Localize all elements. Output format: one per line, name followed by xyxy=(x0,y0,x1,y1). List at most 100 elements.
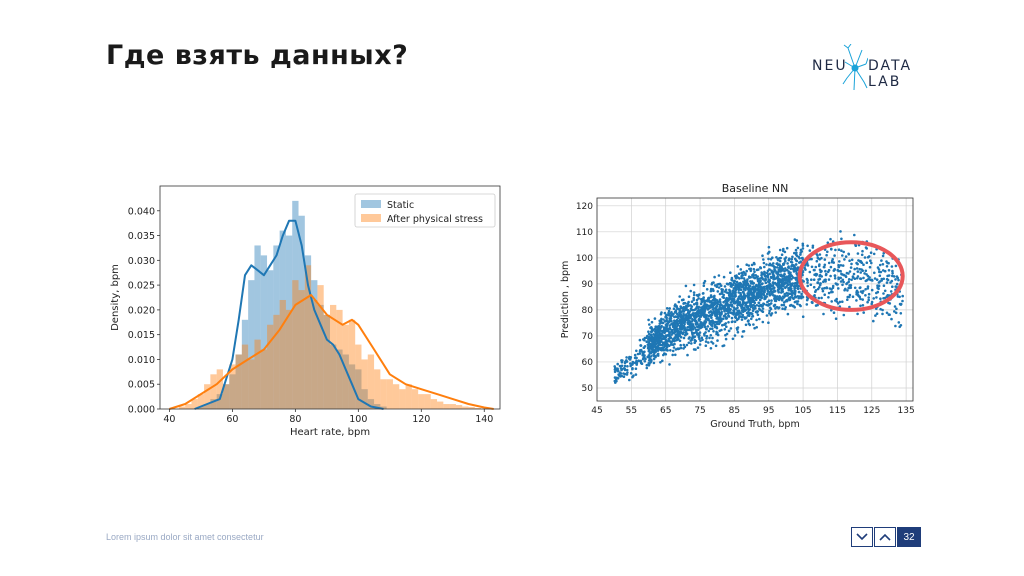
scatter-point xyxy=(667,333,671,336)
scatter-point xyxy=(694,319,698,323)
scatter-point xyxy=(674,335,678,339)
scatter-point xyxy=(897,321,901,324)
scatter-point xyxy=(711,324,714,328)
scatter-point xyxy=(780,299,784,302)
scatter-point xyxy=(840,272,843,276)
scatter-point xyxy=(772,270,775,273)
scatter-point xyxy=(745,286,748,290)
scatter-point xyxy=(665,307,669,310)
scatter-point xyxy=(671,324,675,327)
scatter-point xyxy=(894,264,898,268)
scatter-point xyxy=(839,280,843,283)
scatter-point xyxy=(791,255,794,259)
next-slide-button[interactable] xyxy=(874,527,896,547)
scatter-point xyxy=(763,289,766,292)
scatter-point xyxy=(879,297,882,300)
scatter-point xyxy=(849,286,853,289)
scatter-point xyxy=(880,277,883,281)
histogram-bar xyxy=(222,384,230,409)
scatter-point xyxy=(663,311,667,315)
scatter-point xyxy=(848,270,852,273)
scatter-point xyxy=(787,292,790,295)
scatter-point xyxy=(647,332,651,336)
scatter-point xyxy=(817,296,821,300)
scatter-point xyxy=(773,281,777,285)
scatter-point xyxy=(855,267,859,270)
scatter-point xyxy=(654,342,657,345)
scatter-point xyxy=(743,282,747,286)
scatter-point xyxy=(661,359,664,363)
scatter-point xyxy=(752,267,756,271)
scatter-point xyxy=(690,342,693,345)
scatter-point xyxy=(647,318,650,322)
scatter-point xyxy=(785,281,789,285)
scatter-point xyxy=(635,359,638,363)
histogram-bar xyxy=(418,394,425,409)
scatter-point xyxy=(725,309,728,312)
scatter-point xyxy=(818,277,822,281)
scatter-point xyxy=(832,261,835,264)
scatter-point xyxy=(741,301,745,305)
histogram-bar xyxy=(361,359,368,409)
histogram-bar xyxy=(411,389,419,409)
scatter-point xyxy=(830,300,833,303)
scatter-point xyxy=(666,322,670,325)
scatter-point xyxy=(768,250,771,254)
scatter-point xyxy=(660,337,663,340)
scatter-point xyxy=(759,304,763,307)
scatter-point xyxy=(676,324,680,327)
scatter-point xyxy=(767,299,771,302)
scatter-point xyxy=(793,251,796,255)
scatter-point xyxy=(748,301,751,304)
scatter-point xyxy=(833,254,836,257)
scatter-point xyxy=(721,295,724,299)
scatter-point xyxy=(869,259,872,262)
scatter-point xyxy=(721,344,724,348)
scatter-point xyxy=(744,304,747,307)
scatter-point xyxy=(842,280,845,284)
scatter-point xyxy=(736,276,740,279)
scatter-point xyxy=(686,353,689,357)
scatter-point xyxy=(651,337,654,340)
scatter-point xyxy=(859,277,862,280)
scatter-point xyxy=(757,282,761,286)
scatter-point xyxy=(810,265,814,269)
scatter-point xyxy=(779,273,783,277)
scatter-point xyxy=(789,260,793,264)
scatter-point xyxy=(660,311,663,314)
scatter-point xyxy=(789,271,792,274)
density-chart: 40 60 80 100 120 140 0.000 0.005 0.010 0.015 0.020… xyxy=(110,185,501,438)
scatter-point xyxy=(767,245,771,249)
histogram-bar xyxy=(474,408,482,409)
scatter-point xyxy=(891,271,894,275)
scatter-point xyxy=(742,294,746,298)
scatter-point xyxy=(743,279,747,282)
scatter-point xyxy=(699,310,702,314)
scatter-point xyxy=(670,340,673,344)
scatter-point xyxy=(635,349,638,353)
scatter-point xyxy=(783,273,786,276)
scatter-point xyxy=(651,339,655,342)
scatter-point xyxy=(763,270,766,274)
scatter-point xyxy=(716,339,719,342)
scatter-point xyxy=(654,325,657,328)
prev-slide-button[interactable] xyxy=(851,527,873,547)
kde-line xyxy=(169,294,494,410)
scatter-point xyxy=(710,340,713,344)
y-tick-label: 0.020 xyxy=(128,305,155,316)
scatter-point xyxy=(725,325,728,328)
scatter-point xyxy=(720,317,723,321)
scatter-point xyxy=(764,278,768,282)
scatter-point xyxy=(662,335,665,339)
scatter-point xyxy=(753,294,756,298)
scatter-point xyxy=(700,313,704,317)
scatter-point xyxy=(676,307,679,310)
scatter-point xyxy=(767,257,770,261)
scatter-point xyxy=(643,354,646,357)
scatter-point xyxy=(724,322,728,325)
scatter-point xyxy=(748,289,752,293)
scatter-point xyxy=(769,307,773,311)
scatter-point xyxy=(855,290,858,294)
scatter-point xyxy=(649,346,653,349)
scatter-point xyxy=(875,291,878,295)
